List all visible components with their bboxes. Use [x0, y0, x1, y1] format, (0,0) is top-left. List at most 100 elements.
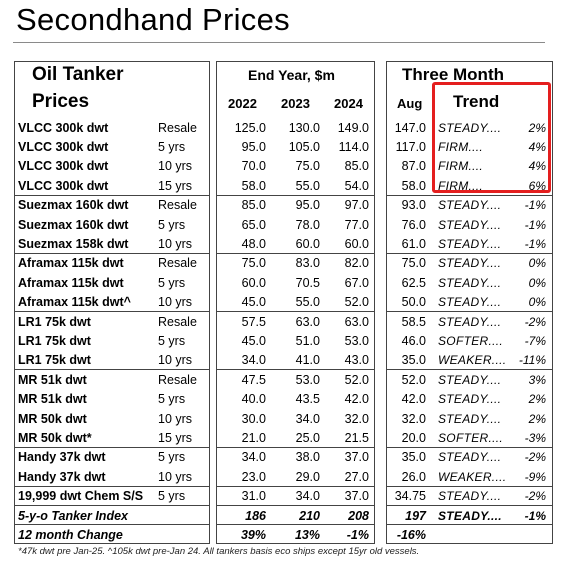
cell-2023: 29.0	[295, 469, 320, 484]
cell-vessel: MR 50k dwt	[18, 411, 87, 426]
cell-age: 15 yrs	[158, 178, 193, 193]
title-rule	[13, 42, 545, 43]
cell-aug: 147.0	[394, 120, 426, 135]
cell-2024: 54.0	[344, 178, 369, 193]
cell-trend: STEADY....	[438, 120, 502, 135]
cell-2022: 47.5	[241, 372, 266, 387]
cell-aug: 46.0	[401, 333, 426, 348]
table-row: Handy 37k dwt 5 yrs 34.0 38.0 37.0 35.0 STEADY…	[0, 448, 562, 467]
cell-2024: 37.0	[344, 450, 369, 465]
cell-age: Resale	[158, 198, 197, 213]
cell-2022: 30.0	[241, 411, 266, 426]
header-year-2022: 2022	[228, 96, 257, 111]
cell-2022: 31.0	[241, 489, 266, 504]
row-separator	[14, 447, 210, 448]
table-row: Aframax 115k dwt^ 10 yrs 45.0 55.0 52.0 50.0 S…	[0, 293, 562, 312]
header-end-year: End Year, $m	[248, 67, 335, 83]
row-separator	[14, 486, 210, 487]
cell-trend: STEADY....	[438, 295, 502, 310]
three-month-column-box	[386, 61, 553, 544]
cell-2024: 63.0	[344, 314, 369, 329]
cell-vessel: 12 month Change	[18, 527, 123, 542]
cell-age: Resale	[158, 314, 197, 329]
cell-2023: 34.0	[295, 489, 320, 504]
cell-trend-pct: -2%	[524, 489, 546, 504]
cell-aug: -16%	[396, 527, 426, 542]
table-row: Suezmax 160k dwt 5 yrs 65.0 78.0 77.0 76.0 STE…	[0, 215, 562, 234]
cell-trend-pct: -1%	[524, 508, 546, 523]
table-row: Aframax 115k dwt 5 yrs 60.0 70.5 67.0 62.5 STE…	[0, 273, 562, 292]
cell-age: 10 yrs	[158, 236, 193, 251]
cell-2022: 23.0	[241, 469, 266, 484]
cell-2023: 41.0	[295, 353, 320, 368]
table-row: VLCC 300k dwt 10 yrs 70.0 75.0 85.0 87.0 FIRM.…	[0, 157, 562, 176]
cell-2024: 21.5	[344, 430, 369, 445]
cell-2023: 210	[299, 508, 320, 523]
cell-trend-pct: -1%	[524, 198, 546, 213]
cell-age: 10 yrs	[158, 353, 193, 368]
cell-trend-pct: -2%	[524, 314, 546, 329]
cell-age: 5 yrs	[158, 275, 186, 290]
cell-vessel: Suezmax 160k dwt	[18, 198, 129, 213]
row-separator	[386, 195, 553, 196]
table-row: MR 50k dwt* 15 yrs 21.0 25.0 21.5 20.0 SOFTER.…	[0, 428, 562, 447]
cell-trend-pct: 4%	[528, 139, 546, 154]
cell-aug: 58.0	[401, 178, 426, 193]
cell-vessel: Handy 37k dwt	[18, 450, 106, 465]
cell-aug: 87.0	[401, 159, 426, 174]
cell-trend: SOFTER....	[438, 333, 504, 348]
table-row: LR1 75k dwt Resale 57.5 63.0 63.0 58.5 STEADY.…	[0, 312, 562, 331]
cell-trend-pct: -1%	[524, 236, 546, 251]
cell-vessel: VLCC 300k dwt	[18, 139, 109, 154]
cell-vessel: Aframax 115k dwt	[18, 256, 124, 271]
cell-2022: 45.0	[241, 295, 266, 310]
cell-vessel: Aframax 115k dwt^	[18, 295, 131, 310]
cell-trend: STEADY....	[438, 508, 502, 523]
cell-2022: 85.0	[241, 198, 266, 213]
cell-trend: STEADY....	[438, 256, 502, 271]
cell-trend: WEAKER....	[438, 353, 507, 368]
cell-aug: 61.0	[401, 236, 426, 251]
cell-trend-pct: 3%	[528, 372, 546, 387]
summary-row: 5-y-o Tanker Index 186 210 208 197 STEADY....…	[0, 506, 562, 525]
cell-trend-pct: 0%	[528, 275, 546, 290]
cell-trend: STEADY....	[438, 489, 502, 504]
row-separator	[216, 195, 375, 196]
cell-age: 10 yrs	[158, 411, 193, 426]
cell-2024: 149.0	[337, 120, 369, 135]
table-row: Handy 37k dwt 10 yrs 23.0 29.0 27.0 26.0 WEAKE…	[0, 467, 562, 486]
cell-aug: 35.0	[401, 450, 426, 465]
cell-trend: STEADY....	[438, 411, 502, 426]
cell-vessel: Suezmax 160k dwt	[18, 217, 129, 232]
table-row: MR 51k dwt 5 yrs 40.0 43.5 42.0 42.0 STEADY...…	[0, 390, 562, 409]
cell-age: 10 yrs	[158, 295, 193, 310]
cell-aug: 32.0	[401, 411, 426, 426]
cell-2023: 25.0	[295, 430, 320, 445]
cell-age: 5 yrs	[158, 450, 186, 465]
cell-2023: 55.0	[295, 295, 320, 310]
cell-2023: 43.5	[295, 392, 320, 407]
cell-2024: 114.0	[338, 139, 369, 154]
cell-2022: 186	[245, 508, 266, 523]
cell-vessel: VLCC 300k dwt	[18, 159, 109, 174]
cell-2022: 60.0	[241, 275, 266, 290]
header-year-2024: 2024	[334, 96, 363, 111]
page-title: Secondhand Prices	[16, 2, 290, 37]
cell-trend: WEAKER....	[438, 469, 507, 484]
cell-2022: 39%	[240, 527, 266, 542]
cell-2024: 77.0	[344, 217, 369, 232]
row-separator	[386, 369, 553, 370]
cell-vessel: LR1 75k dwt	[18, 314, 91, 329]
cell-2024: 82.0	[344, 256, 369, 271]
header-year-2023: 2023	[281, 96, 310, 111]
row-separator	[14, 195, 210, 196]
cell-age: 10 yrs	[158, 159, 193, 174]
cell-2024: 37.0	[344, 489, 369, 504]
cell-vessel: 19,999 dwt Chem S/S	[18, 489, 144, 504]
cell-trend-pct: -9%	[524, 469, 546, 484]
cell-2024: 52.0	[344, 372, 369, 387]
cell-trend: SOFTER....	[438, 430, 504, 445]
cell-2022: 125.0	[234, 120, 266, 135]
row-separator	[14, 369, 210, 370]
cell-2023: 60.0	[295, 236, 320, 251]
